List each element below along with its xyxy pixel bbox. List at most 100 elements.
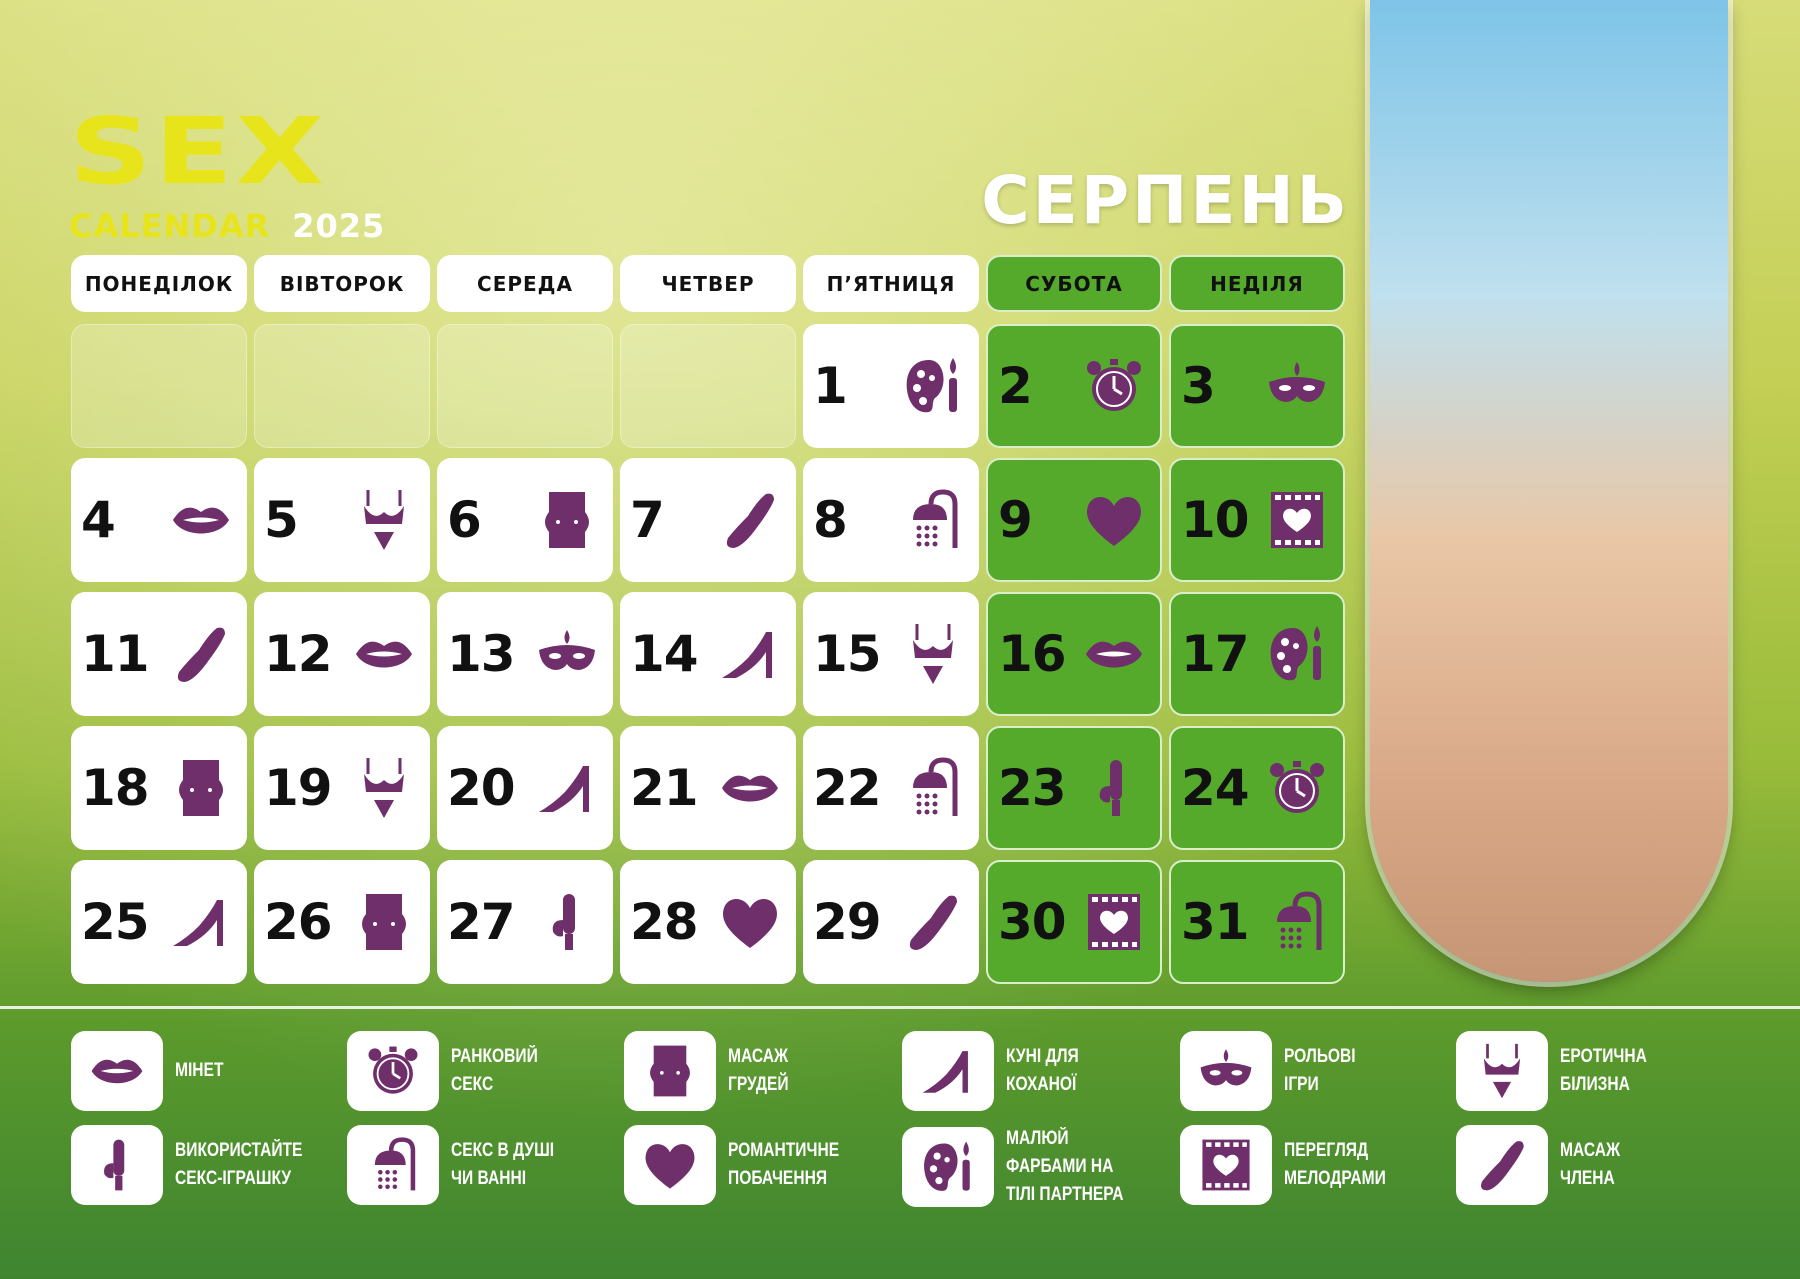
legend-icon-box bbox=[624, 1031, 716, 1111]
legend-label-line: РОМАНТИЧНЕ bbox=[728, 1140, 840, 1161]
torso-icon bbox=[169, 756, 233, 820]
day-number: 7 bbox=[630, 491, 665, 549]
toy-icon bbox=[88, 1136, 146, 1194]
day-cell[interactable]: 5 bbox=[254, 458, 430, 582]
legend-icon-box bbox=[1456, 1125, 1548, 1205]
legend-icon-box bbox=[902, 1031, 994, 1111]
day-cell[interactable]: 6 bbox=[437, 458, 613, 582]
day-cell[interactable]: 13 bbox=[437, 592, 613, 716]
day-cell[interactable]: 19 bbox=[254, 726, 430, 850]
day-number: 4 bbox=[81, 491, 116, 549]
calendar-logo: SEX CALENDAR 2025 bbox=[69, 100, 385, 244]
month-title: СЕРПЕНЬ bbox=[981, 162, 1350, 239]
day-cell[interactable]: 26 bbox=[254, 860, 430, 984]
day-cell[interactable]: 4 bbox=[71, 458, 247, 582]
day-number: 11 bbox=[81, 625, 150, 683]
day-cell[interactable]: 22 bbox=[803, 726, 979, 850]
day-number: 13 bbox=[447, 625, 516, 683]
day-number: 9 bbox=[998, 491, 1033, 549]
day-number: 19 bbox=[264, 759, 333, 817]
heel-icon bbox=[169, 890, 233, 954]
day-cell[interactable]: 25 bbox=[71, 860, 247, 984]
mask-icon bbox=[1197, 1042, 1255, 1100]
massage-icon bbox=[718, 488, 782, 552]
day-cell[interactable]: 27 bbox=[437, 860, 613, 984]
day-number: 20 bbox=[447, 759, 516, 817]
logo-word: SEX bbox=[69, 98, 327, 205]
day-cell[interactable]: 20 bbox=[437, 726, 613, 850]
alarm-icon bbox=[364, 1042, 422, 1100]
day-number: 16 bbox=[998, 625, 1067, 683]
legend-icon-box bbox=[1180, 1031, 1272, 1111]
legend-label-line: РОЛЬОВІ bbox=[1284, 1046, 1356, 1067]
legend-label-line: СЕКС В ДУШІ bbox=[451, 1140, 555, 1161]
day-cell[interactable]: 18 bbox=[71, 726, 247, 850]
day-number: 24 bbox=[1181, 759, 1250, 817]
day-number: 22 bbox=[813, 759, 882, 817]
legend-item: РОМАНТИЧНЕ ПОБАЧЕННЯ bbox=[624, 1125, 863, 1205]
day-cell[interactable]: 9 bbox=[986, 458, 1162, 582]
legend-label-line: ЕРОТИЧНА bbox=[1560, 1046, 1647, 1067]
day-cell[interactable]: 31 bbox=[1169, 860, 1345, 984]
day-cell[interactable]: 7 bbox=[620, 458, 796, 582]
day-cell[interactable]: 23 bbox=[986, 726, 1162, 850]
day-cell[interactable]: 29 bbox=[803, 860, 979, 984]
empty-day-cell bbox=[437, 324, 613, 448]
mask-icon bbox=[1265, 354, 1329, 418]
day-cell[interactable]: 1 bbox=[803, 324, 979, 448]
legend-icon-box bbox=[71, 1125, 163, 1205]
legend-label: РОМАНТИЧНЕ ПОБАЧЕННЯ bbox=[728, 1137, 839, 1193]
legend-label-line: МАСАЖ bbox=[728, 1046, 789, 1067]
day-cell[interactable]: 8 bbox=[803, 458, 979, 582]
day-cell[interactable]: 30 bbox=[986, 860, 1162, 984]
legend-item: ЕРОТИЧНА БІЛИЗНА bbox=[1456, 1031, 1666, 1111]
day-number: 25 bbox=[81, 893, 150, 951]
torso-icon bbox=[352, 890, 416, 954]
empty-day-cell bbox=[71, 324, 247, 448]
day-number: 18 bbox=[81, 759, 150, 817]
day-cell[interactable]: 21 bbox=[620, 726, 796, 850]
day-cell[interactable]: 24 bbox=[1169, 726, 1345, 850]
day-number: 27 bbox=[447, 893, 516, 951]
day-cell[interactable]: 2 bbox=[986, 324, 1162, 448]
day-cell[interactable]: 14 bbox=[620, 592, 796, 716]
day-cell[interactable]: 28 bbox=[620, 860, 796, 984]
legend-item: МАСАЖ ГРУДЕЙ bbox=[624, 1031, 802, 1111]
legend-label-line: ВИКОРИСТАЙТЕ bbox=[175, 1140, 303, 1161]
legend-label-line: ЧЛЕНА bbox=[1560, 1168, 1615, 1189]
toy-icon bbox=[535, 890, 599, 954]
day-cell[interactable]: 10 bbox=[1169, 458, 1345, 582]
film-icon bbox=[1197, 1136, 1255, 1194]
heart-icon bbox=[718, 890, 782, 954]
shower-icon bbox=[1265, 890, 1329, 954]
legend-item: КУНІ ДЛЯ КОХАНОЇ bbox=[902, 1031, 1095, 1111]
day-number: 29 bbox=[813, 893, 882, 951]
legend-label: МАЛЮЙ ФАРБАМИ НА ТІЛІ ПАРТНЕРА bbox=[1006, 1125, 1124, 1209]
legend-label: ВИКОРИСТАЙТЕ СЕКС-ІГРАШКУ bbox=[175, 1137, 302, 1193]
legend-item: СЕКС В ДУШІ ЧИ ВАННІ bbox=[347, 1125, 577, 1205]
lips-icon bbox=[88, 1042, 146, 1100]
empty-day-cell bbox=[620, 324, 796, 448]
day-cell[interactable]: 17 bbox=[1169, 592, 1345, 716]
day-cell[interactable]: 3 bbox=[1169, 324, 1345, 448]
day-cell[interactable]: 16 bbox=[986, 592, 1162, 716]
legend-label-line: МЕЛОДРАМИ bbox=[1284, 1168, 1386, 1189]
massage-icon bbox=[1473, 1136, 1531, 1194]
legend-icon-box bbox=[1180, 1125, 1272, 1205]
day-number: 17 bbox=[1181, 625, 1250, 683]
legend-item: МАСАЖ ЧЛЕНА bbox=[1456, 1125, 1633, 1205]
heart-icon bbox=[641, 1136, 699, 1194]
day-number: 28 bbox=[630, 893, 699, 951]
legend-divider bbox=[0, 1006, 1800, 1009]
heel-icon bbox=[535, 756, 599, 820]
day-cell[interactable]: 15 bbox=[803, 592, 979, 716]
legend-label: МАСАЖ ЧЛЕНА bbox=[1560, 1137, 1620, 1193]
day-number: 21 bbox=[630, 759, 699, 817]
shower-icon bbox=[901, 756, 965, 820]
day-cell[interactable]: 12 bbox=[254, 592, 430, 716]
day-number: 1 bbox=[813, 357, 848, 415]
legend-label-line: МАЛЮЙ bbox=[1006, 1128, 1069, 1149]
massage-icon bbox=[901, 890, 965, 954]
lingerie-icon bbox=[1473, 1042, 1531, 1100]
day-cell[interactable]: 11 bbox=[71, 592, 247, 716]
